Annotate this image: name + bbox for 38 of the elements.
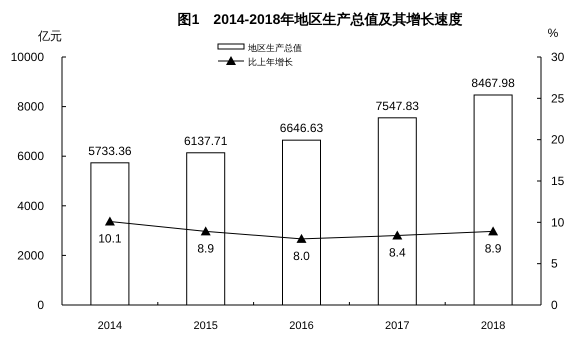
x-tick-label: 2017 xyxy=(385,320,410,332)
y-tick-label: 4000 xyxy=(17,198,44,213)
y2-tick-label: 25 xyxy=(551,91,565,106)
y2-tick-label: 10 xyxy=(551,215,565,230)
y2-tick-label: 0 xyxy=(551,298,558,312)
point xyxy=(296,234,306,243)
x-tick-label: 2016 xyxy=(289,320,314,332)
data-label: 8.9 xyxy=(484,241,502,256)
data-label: 8.4 xyxy=(388,246,406,260)
y-tick-label: 6000 xyxy=(17,149,44,164)
legend-label: 地区生产总值 xyxy=(247,43,302,53)
y-tick-label: 8000 xyxy=(17,100,44,114)
y2-tick-label: 5 xyxy=(551,256,558,271)
y2-tick-label: 20 xyxy=(551,132,565,147)
x-tick-label: 2018 xyxy=(480,320,506,332)
y2-tick-label: 15 xyxy=(551,174,565,188)
y-tick-label: 10000 xyxy=(10,50,44,64)
chart-title: 图1 2014-2018年地区生产总值及其增长速度 xyxy=(178,11,462,27)
y2-axis-title: % xyxy=(548,26,559,40)
data-label: 7547.83 xyxy=(376,98,420,113)
data-label: 6137.71 xyxy=(184,134,228,148)
data-label: 8.0 xyxy=(293,248,310,263)
y2-tick-label: 30 xyxy=(551,50,565,64)
legend-label: 比上年增长 xyxy=(248,57,293,67)
data-label: 5733.36 xyxy=(88,144,132,158)
y-tick-label: 0 xyxy=(37,298,44,312)
point xyxy=(104,216,115,226)
data-label: 6646.63 xyxy=(280,121,324,136)
y-axis-title: 亿元 xyxy=(37,29,62,43)
data-label: 8.9 xyxy=(197,241,214,256)
data-label: 10.1 xyxy=(98,232,122,246)
x-tick-label: 2015 xyxy=(193,320,218,332)
point xyxy=(488,226,498,236)
point xyxy=(200,226,211,236)
data-label: 8467.98 xyxy=(471,76,516,90)
x-tick-label: 2014 xyxy=(98,320,122,332)
point xyxy=(392,230,402,240)
y-tick-label: 2000 xyxy=(17,248,44,262)
